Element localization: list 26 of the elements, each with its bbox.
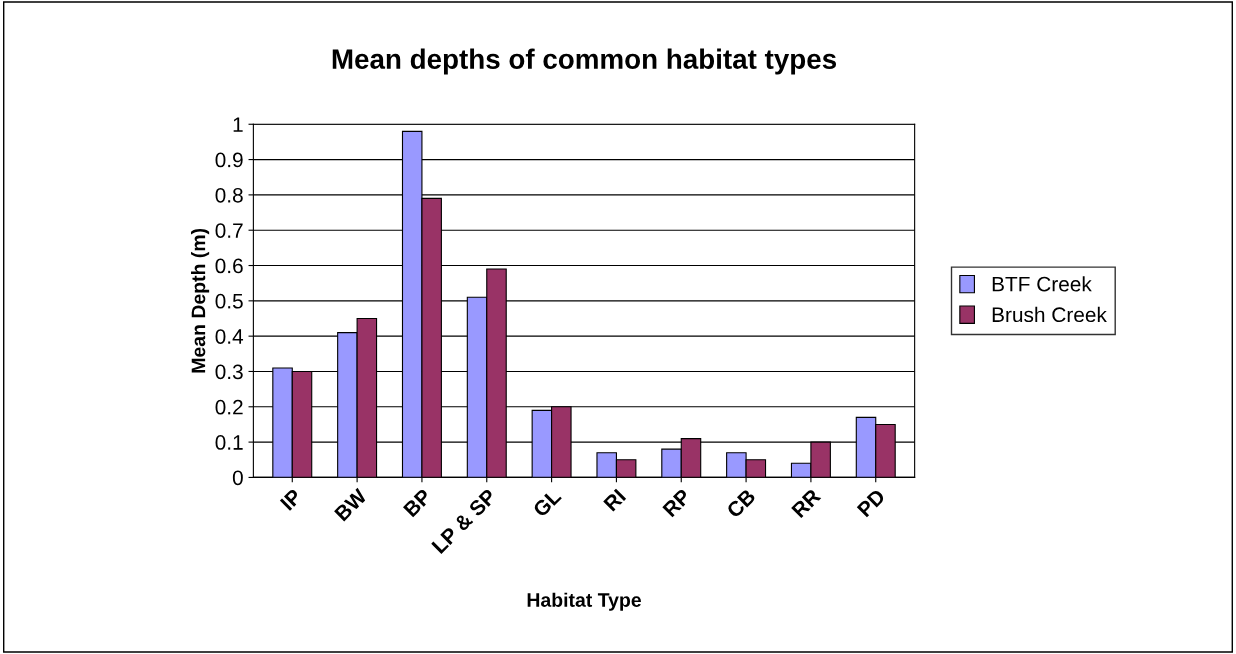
y-tick-label: 0.3 xyxy=(215,364,243,380)
legend-label: Brush Creek xyxy=(992,306,1107,323)
y-tick-label: 0.5 xyxy=(215,293,243,309)
x-tick-label: RP xyxy=(662,488,692,518)
x-tick-label: BP xyxy=(403,488,433,518)
y-tick-label: 0.1 xyxy=(215,435,243,450)
y-tick-label: 0 xyxy=(232,470,243,486)
x-tick-label: GL xyxy=(532,487,562,518)
y-tick-label: 0.8 xyxy=(215,187,243,203)
y-tick-label: 0.7 xyxy=(215,223,243,238)
y-axis-title: Mean Depth (m) xyxy=(191,228,210,373)
y-tick-label: 0.4 xyxy=(215,329,244,344)
y-tick-label: 0.9 xyxy=(215,152,243,168)
x-tick-label: IP xyxy=(279,488,303,511)
chart-title: Mean depths of common habitat types xyxy=(332,48,836,75)
x-tick-label: PD xyxy=(856,488,886,518)
y-tick-label: 0.2 xyxy=(215,399,243,415)
x-axis-title: Habitat Type xyxy=(527,592,641,611)
x-tick-label: CB xyxy=(725,488,757,519)
x-tick-label: BW xyxy=(334,487,368,522)
y-tick-label: 0.6 xyxy=(215,258,243,274)
y-tick-label: 1 xyxy=(233,117,243,132)
x-tick-label: RI xyxy=(603,488,627,512)
legend-label: BTF Creek xyxy=(992,276,1092,292)
x-tick-label: LP & SP xyxy=(431,488,498,555)
x-tick-label: RR xyxy=(791,487,822,519)
